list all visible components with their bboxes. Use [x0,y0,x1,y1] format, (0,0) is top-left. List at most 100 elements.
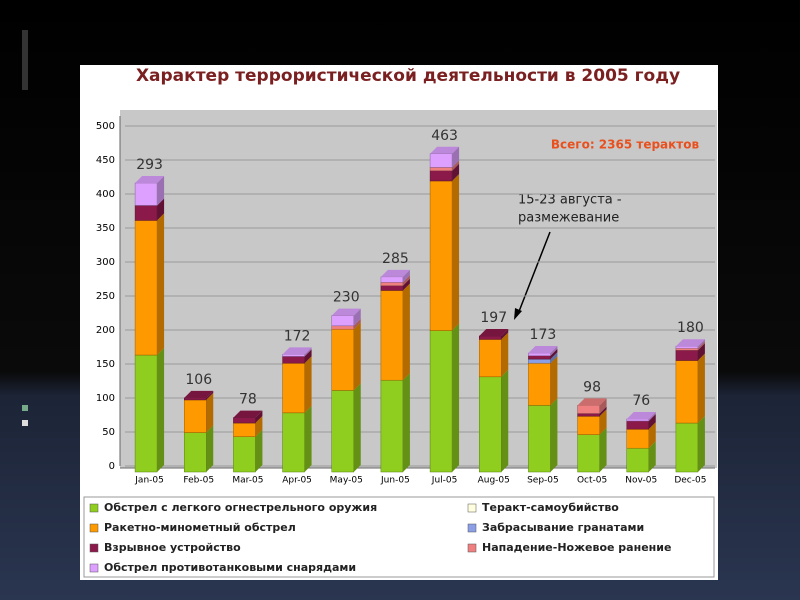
y-tick-label: 200 [96,325,115,336]
legend [83,496,715,578]
bar-side [157,198,165,221]
bar-segment [233,436,256,473]
bar-segment [577,434,600,473]
bar-segment [528,362,551,406]
bar-segment [282,362,305,414]
bar-segment [528,405,551,473]
bar-side [304,347,312,357]
bar-segment [429,330,453,473]
bar-segment [429,170,453,182]
bar-segment [134,205,158,221]
bar-side [550,356,558,406]
bar-segment [331,325,354,330]
bar-side [157,348,165,472]
bar-top [233,410,263,418]
bar-segment [479,335,502,340]
total-label: 197 [480,310,507,326]
annotation: Всего: 2365 терактов [551,138,700,152]
bar-side [157,213,165,356]
bar-segment [528,355,551,360]
bar-top [479,329,509,336]
x-tick-label: Mar-05 [232,476,263,486]
bar-top [331,308,361,316]
bar-side [304,405,312,472]
total-label: 98 [583,379,601,395]
bar-segment [675,360,699,424]
bar-top [528,346,558,353]
y-tick-label: 250 [96,291,115,302]
x-tick-label: Aug-05 [478,476,510,486]
bar-side [697,341,705,351]
bar-side [452,146,460,168]
bar-segment [184,397,207,401]
bar-segment [134,182,158,206]
bar-top [577,398,607,406]
legend-label: Забрасывание гранатами [482,521,644,534]
y-tick-label: 100 [96,393,115,404]
bar-side [452,163,460,181]
bar-segment [380,285,404,291]
legend-swatch [89,503,99,513]
bar-segment [626,418,649,422]
bar-side [304,349,312,364]
bar-side [402,373,410,472]
total-label: 172 [284,328,311,344]
legend-swatch [89,563,99,573]
total-label: 173 [530,327,557,343]
bar-segment [675,350,699,361]
decor [22,30,28,90]
decor [22,420,28,426]
bar-side [550,346,558,356]
bar-top [282,347,312,355]
annotation-arrow [517,231,551,315]
y-tick-label: 150 [96,359,115,370]
bar-side [255,429,263,472]
bar-segment [134,220,158,356]
annotation: 15-23 августа - [518,193,622,208]
bar-segment [134,354,158,473]
y-tick-label: 500 [96,121,115,132]
bar-segment [331,390,354,473]
x-tick-label: Sep-05 [527,476,559,486]
y-tick-label: 0 [109,461,115,472]
bar-side [599,427,607,472]
bar-side [648,422,656,449]
legend-label: Ракетно-минометный обстрел [104,521,296,534]
total-label: 293 [136,157,163,173]
x-tick-label: Jan-05 [134,476,164,486]
bar-segment [429,167,453,172]
chart-title: Характер террористической деятельности в… [136,66,680,86]
bar-side [550,352,558,364]
bar-segment [184,399,207,433]
bar-side [402,275,410,286]
bar-segment [479,376,502,473]
bar-top [380,269,410,277]
bar-side [353,322,361,391]
bar-segment [577,405,600,414]
legend-swatch [467,523,477,533]
bar-side [157,176,165,206]
bar-side [255,416,263,437]
bar-side [550,348,558,360]
bar-side [206,425,214,472]
bar-side [501,332,509,377]
bar-side [697,353,705,424]
x-tick-label: Oct-05 [577,476,607,486]
bar-segment [528,358,551,364]
arrow-head [514,308,522,320]
annotation: размежевание [518,211,619,226]
bar-segment [626,447,649,473]
bar-side [550,398,558,472]
bar-top [184,390,214,398]
legend-swatch [467,543,477,553]
legend-label: Обстрел с легкого огнестрельного оружия [104,501,377,514]
x-tick-label: May-05 [330,476,363,486]
bar-segment [429,180,453,331]
bar-segment [380,379,404,473]
bar-side [353,318,361,330]
bar-side [501,369,509,472]
bar-top [135,176,165,183]
y-tick-label: 350 [96,223,115,234]
bar-side [206,392,214,433]
bar-segment [429,153,453,168]
